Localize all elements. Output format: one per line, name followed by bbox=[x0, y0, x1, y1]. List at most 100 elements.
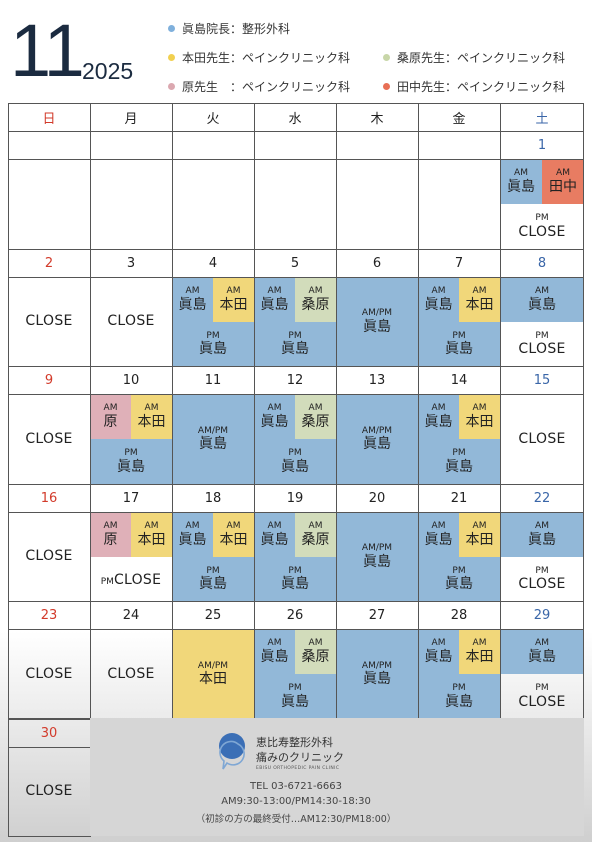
day-number: 30 bbox=[40, 725, 58, 741]
day-number bbox=[254, 131, 336, 159]
slot-label: PM bbox=[535, 565, 549, 576]
day-number bbox=[336, 131, 418, 159]
am-slot: AM 本田 bbox=[131, 394, 172, 439]
close-label: CLOSE bbox=[25, 665, 73, 682]
close-label: CLOSE bbox=[518, 341, 566, 358]
legend-item-tanaka: 田中先生：ペインクリニック科 bbox=[383, 78, 565, 95]
am-slot: AM 桑原 bbox=[295, 277, 336, 322]
pm-slot: PM 眞島 bbox=[172, 322, 254, 366]
am-slot: AM 眞島 bbox=[418, 629, 459, 674]
doctor-name: 眞島 bbox=[528, 531, 556, 548]
slot-label: PM bbox=[535, 213, 549, 224]
clinic-name-en: EBISU ORTHOPEDIC PAIN CLINIC bbox=[256, 766, 340, 771]
slot-label: AM bbox=[535, 521, 549, 532]
slot-label: AM bbox=[431, 403, 446, 414]
day-number: 2 bbox=[44, 255, 54, 271]
clinic-reception-note: （初診の方の最終受付…AM12:30/PM18:00） bbox=[195, 814, 397, 825]
doctor-name: 眞島 bbox=[260, 296, 289, 313]
slot-label: PM bbox=[288, 330, 302, 341]
day-number: 23 bbox=[40, 607, 58, 623]
ampm-slot: AM/PM 眞島 bbox=[336, 277, 418, 366]
day-number: 7 bbox=[454, 255, 464, 271]
legend-item-majima: 眞島院長：整形外科 bbox=[168, 20, 290, 37]
close-label: CLOSE bbox=[25, 548, 73, 565]
day-number: 13 bbox=[368, 372, 386, 388]
close-label: CLOSE bbox=[107, 665, 155, 682]
closed-cell: CLOSE bbox=[500, 394, 584, 484]
slot-label: AM bbox=[144, 521, 159, 532]
day-number: 28 bbox=[450, 607, 468, 623]
pm-slot: PM 眞島 bbox=[254, 557, 336, 601]
doctor-name: 眞島 bbox=[445, 341, 473, 358]
slot-label: AM/PM bbox=[197, 660, 229, 671]
slot-label: PM bbox=[452, 683, 466, 694]
grid-line bbox=[583, 103, 584, 718]
slot-label: AM bbox=[267, 403, 282, 414]
slot-label: AM bbox=[514, 168, 528, 179]
doctor-name: 本田 bbox=[465, 296, 494, 313]
pm-slot: PM 眞島 bbox=[90, 439, 172, 484]
doctor-name: 眞島 bbox=[260, 648, 289, 665]
slot-label: PM bbox=[288, 565, 302, 576]
close-label: CLOSE bbox=[518, 693, 566, 710]
doctor-name: 本田 bbox=[465, 531, 494, 548]
close-label: CLOSE bbox=[107, 313, 155, 330]
slot-label: AM bbox=[226, 286, 241, 297]
day-number: 19 bbox=[286, 490, 304, 506]
slot-label: AM bbox=[103, 403, 118, 414]
doctor-name: 本田 bbox=[219, 296, 248, 313]
day-number: 15 bbox=[533, 372, 551, 388]
am-slot: AM 眞島 bbox=[254, 394, 295, 439]
doctor-name: 眞島 bbox=[281, 458, 309, 475]
doctor-name: 眞島 bbox=[507, 178, 535, 195]
doctor-name: 本田 bbox=[219, 531, 248, 548]
grid-line bbox=[8, 159, 584, 160]
doctor-name: 桑原 bbox=[301, 648, 330, 665]
closed-cell: CLOSE bbox=[8, 512, 90, 601]
close-label: CLOSE bbox=[25, 430, 73, 447]
clinic-info-panel bbox=[90, 718, 584, 836]
slot-label: AM bbox=[144, 403, 159, 414]
slot-label: AM bbox=[472, 286, 487, 297]
day-number: 6 bbox=[372, 255, 382, 271]
am-slot: AM 本田 bbox=[213, 277, 254, 322]
pm-slot: PM 眞島 bbox=[418, 322, 500, 366]
doctor-name: 眞島 bbox=[117, 458, 145, 475]
grid-line bbox=[8, 836, 91, 837]
doctor-name: 眞島 bbox=[281, 693, 309, 710]
slot-label: AM/PM bbox=[197, 425, 229, 436]
grid-line bbox=[8, 249, 584, 250]
doctor-name: 眞島 bbox=[363, 553, 391, 570]
doctor-name: 本田 bbox=[465, 648, 494, 665]
am-slot: AM 眞島 bbox=[418, 512, 459, 557]
day-number: 11 bbox=[204, 372, 222, 388]
day-number: 16 bbox=[40, 490, 58, 506]
doctor-name: 眞島 bbox=[445, 458, 473, 475]
doctor-name: 本田 bbox=[137, 413, 166, 430]
am-slot: AM 本田 bbox=[131, 512, 172, 557]
weekday-header: 火 bbox=[206, 111, 220, 127]
am-slot: AM 本田 bbox=[459, 629, 500, 674]
month-number: 11 bbox=[10, 9, 85, 92]
calendar-header: 11 2025 眞島院長：整形外科 本田先生：ペインクリニック科 桑原先生：ペイ… bbox=[0, 0, 592, 103]
doctor-name: 眞島 bbox=[363, 318, 391, 335]
calendar-grid: 日月火水木金土 1 2 3 4 5 6 7 8 9 10 11 12 13 14 15 16 17 18 19 20 21… bbox=[8, 103, 584, 837]
year-label: 2025 bbox=[82, 58, 134, 84]
doctor-name: 眞島 bbox=[528, 296, 556, 313]
am-slot: AM 眞島 bbox=[500, 629, 584, 674]
doctor-name: 眞島 bbox=[178, 296, 207, 313]
doctor-name: 眞島 bbox=[199, 576, 227, 593]
am-slot: AM 眞島 bbox=[254, 629, 295, 674]
closed-cell: CLOSE bbox=[90, 629, 172, 719]
slot-label: AM bbox=[472, 638, 487, 649]
ampm-slot: AM/PM 眞島 bbox=[336, 629, 418, 719]
day-number bbox=[172, 131, 254, 159]
am-slot: AM 眞島 bbox=[172, 512, 213, 557]
doctor-name: 眞島 bbox=[260, 531, 289, 548]
legend-dot-icon bbox=[168, 54, 175, 61]
ampm-slot: AM/PM 眞島 bbox=[336, 394, 418, 484]
day-number bbox=[418, 131, 500, 159]
